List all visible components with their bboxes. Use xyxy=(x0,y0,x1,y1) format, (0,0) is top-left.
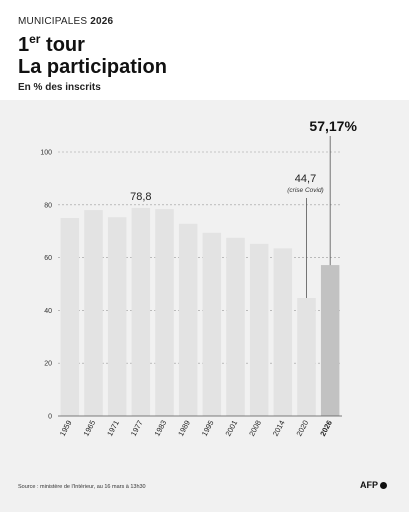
bar-1995 xyxy=(202,232,222,416)
x-tick-label: 1983 xyxy=(152,419,168,438)
grid-layer xyxy=(58,151,342,364)
x-tick-label: 1971 xyxy=(105,419,121,438)
bar-2001 xyxy=(226,237,245,416)
x-tick-label: 2014 xyxy=(271,419,287,438)
data-label-1977: 78,8 xyxy=(130,191,151,203)
title-superscript: er xyxy=(29,32,41,46)
x-tick-label: 2001 xyxy=(223,419,239,438)
source-note: Source : ministère de l'Intérieur, au 16… xyxy=(18,484,146,490)
afp-logo: AFP xyxy=(360,480,387,490)
bar-1977 xyxy=(131,207,151,416)
page-title-line2: La participation xyxy=(18,56,167,78)
data-label-2020: 44,7 xyxy=(295,173,316,185)
x-tick-label: 1959 xyxy=(58,419,74,438)
logo-text: AFP xyxy=(360,480,378,490)
y-tick-label: 0 xyxy=(48,414,52,421)
bar-1983 xyxy=(155,209,174,416)
bar-1959 xyxy=(60,218,80,416)
bar-2008 xyxy=(249,243,269,416)
x-tick-label: 1977 xyxy=(129,419,145,438)
title-number: 1 xyxy=(18,34,30,56)
annotation-layer: 78,8 44,7 (crise Covid) 57,17% xyxy=(130,118,357,298)
page-title: 1er tour xyxy=(18,32,85,57)
y-tick-label: 20 xyxy=(44,361,52,368)
bar-1965 xyxy=(84,210,103,416)
kicker-year: 2026 xyxy=(90,16,114,27)
bar-1971 xyxy=(107,217,127,416)
kicker-prefix: MUNICIPALES xyxy=(18,16,88,27)
y-tick-label: 100 xyxy=(40,150,52,157)
x-tick-label: 2008 xyxy=(247,419,263,438)
bar-2026 xyxy=(320,265,340,416)
chart-subtitle: En % des inscrits xyxy=(18,82,101,93)
bar-layer xyxy=(60,207,340,416)
x-tick-label: 1995 xyxy=(200,419,216,438)
bar-2014 xyxy=(273,248,293,416)
bar-2020 xyxy=(297,297,316,416)
x-tick-label: 2026 xyxy=(318,419,334,438)
title-word: tour xyxy=(46,34,85,56)
data-label-2026: 57,17% xyxy=(309,118,357,134)
x-tick-label: 1989 xyxy=(176,419,192,438)
bar-1989 xyxy=(178,223,198,416)
kicker: MUNICIPALES 2026 xyxy=(18,16,113,27)
logo-dot-icon xyxy=(380,481,387,489)
x-tick-label: 2020 xyxy=(294,419,310,438)
y-tick-label: 60 xyxy=(44,255,52,262)
y-tick-label: 80 xyxy=(44,202,52,209)
x-tick-label: 1965 xyxy=(81,419,97,438)
y-tick-label: 40 xyxy=(44,308,52,315)
data-note-2020: (crise Covid) xyxy=(287,187,323,194)
